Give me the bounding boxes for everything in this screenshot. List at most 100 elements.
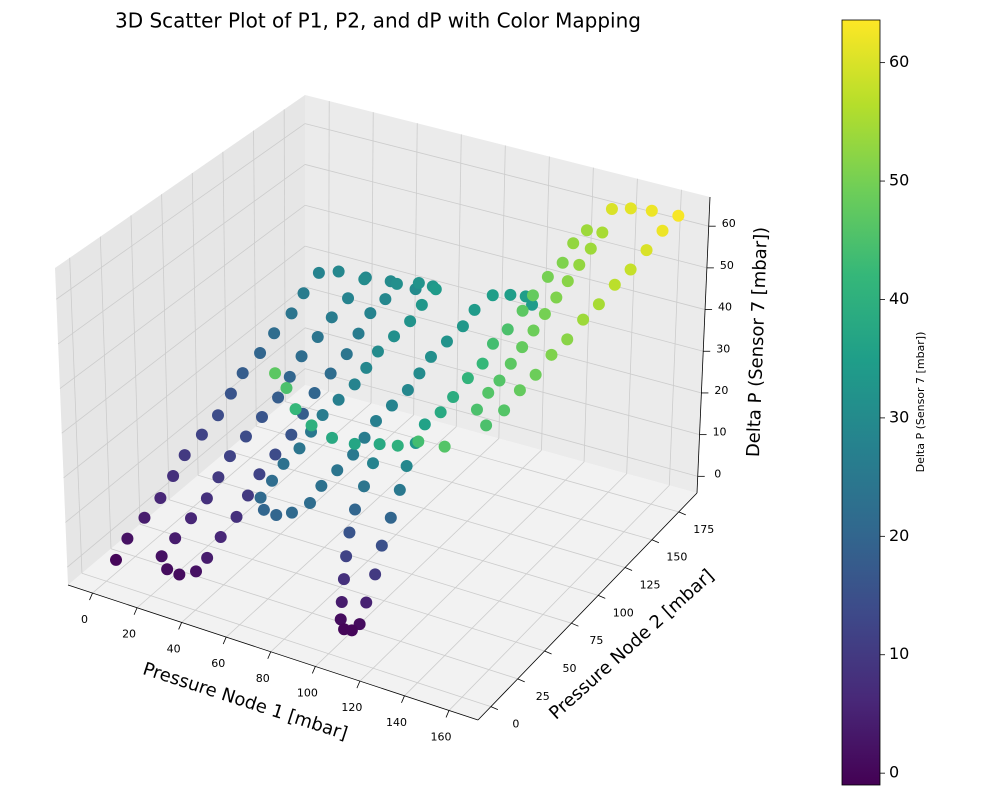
data-point [550,291,563,304]
data-point [236,367,249,380]
grid-line [285,401,679,513]
data-point [501,323,514,336]
data-point [285,307,298,320]
data-point [334,613,347,626]
data-point [347,448,360,461]
data-point [538,307,551,320]
data-point [545,348,558,361]
data-point [178,449,191,462]
data-point [254,491,267,504]
tick-mark [490,706,499,711]
data-point [567,237,580,250]
data-point [223,450,236,463]
grid-line [81,572,492,708]
x-tick-label: 40 [167,642,181,655]
x-tick-label: 0 [81,613,88,626]
data-point [461,372,474,385]
grid-line [304,123,709,227]
data-point [211,409,224,422]
data-point [672,209,685,222]
floor-pane [68,385,697,720]
data-point [429,283,442,296]
tick-mark [624,567,633,571]
data-point [541,270,554,283]
y-tick-label: 50 [563,662,577,675]
data-point [332,265,345,278]
grid-line [59,204,306,389]
data-point [269,367,282,380]
data-point [605,202,618,215]
data-point [312,266,325,279]
data-point [369,568,382,581]
tick-mark [598,595,606,599]
data-point [573,258,586,271]
z-tick-label: 30 [716,342,730,355]
y-axis-line [477,492,698,721]
data-point [224,387,237,400]
colorbar-tick-label: 10 [889,644,909,663]
grid-line [304,164,707,269]
z-axis-line [696,196,711,494]
grid-line [69,257,83,574]
tick-mark [517,678,525,683]
z-tick-label: 60 [722,217,736,230]
data-point [349,503,362,516]
data-point [513,384,526,397]
grid-line [99,236,112,549]
z-tick-label: 50 [720,259,734,272]
data-point [272,391,285,404]
grid-line [139,523,545,652]
data-point [401,384,414,397]
data-point [348,378,361,391]
y-tick-label: 0 [512,718,519,731]
grid-line [253,130,257,427]
tick-mark [178,622,183,630]
data-point [470,403,483,416]
x-tick-label: 160 [431,730,452,743]
grid-line [328,101,330,392]
tick-mark [356,680,361,689]
colorbar [841,19,881,786]
grid-line [92,391,329,594]
grid-line [541,156,550,451]
z-tick-label: 40 [718,301,732,314]
data-point [255,410,268,423]
x-axis-line [67,584,479,721]
data-point [335,596,348,609]
tick-mark [401,695,405,703]
data-point [367,457,380,470]
data-point [340,550,353,563]
data-point [110,553,123,566]
grid-line [304,368,698,477]
data-point [504,357,517,370]
data-point [214,530,227,543]
tick-mark [267,651,272,659]
grid-line [304,245,704,352]
y-tick-label: 100 [613,606,634,619]
data-point [412,435,425,448]
data-point [326,431,339,444]
data-point [138,511,151,524]
data-point [293,442,306,455]
tick-mark [311,666,316,674]
data-point [385,399,398,412]
data-point [556,256,569,269]
data-point [173,568,186,581]
data-point [345,624,358,637]
z-tick-label: 20 [714,384,728,397]
grid-line [455,134,462,427]
data-point [311,331,324,344]
z-tick-label: 10 [713,426,727,439]
data-point [608,278,621,291]
data-point [121,532,134,545]
data-point [348,437,361,450]
colorbar-tick-label: 50 [889,171,909,190]
data-point [580,224,593,237]
side-pane [55,95,305,585]
data-point [241,489,254,502]
grid-line [304,286,702,394]
data-point [584,242,597,255]
colorbar-tick-label: 40 [889,289,909,308]
data-point [516,341,529,354]
